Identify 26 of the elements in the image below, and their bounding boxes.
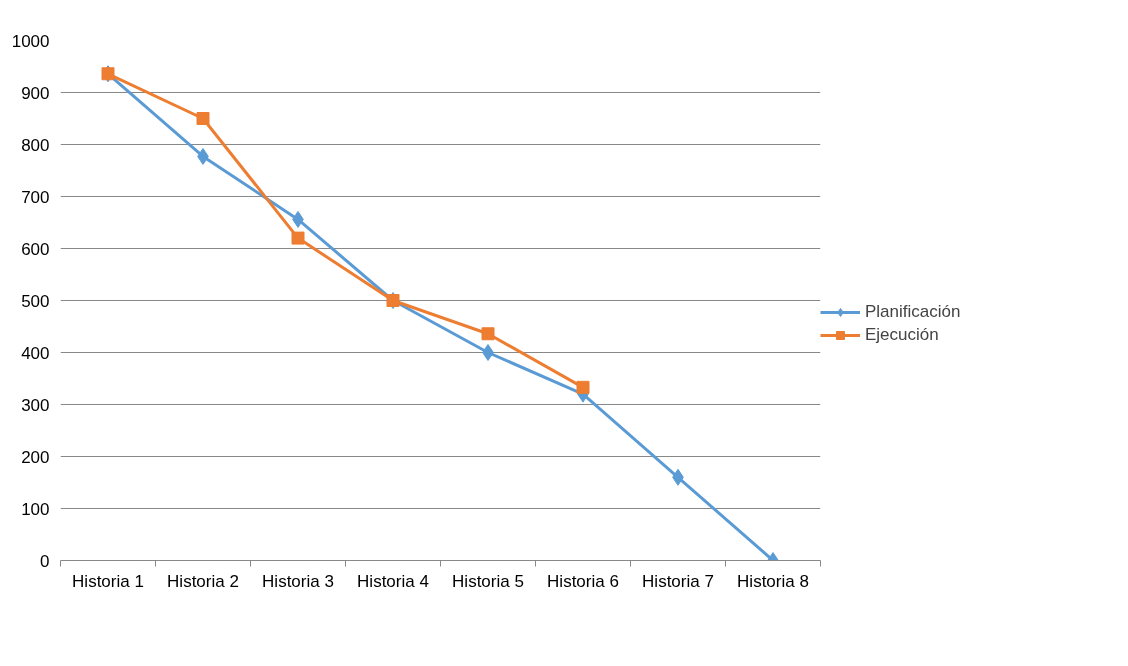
point: [576, 380, 590, 394]
y-tick-label: 1000: [11, 31, 50, 51]
y-tick-label: 0: [40, 551, 50, 571]
legend-label: Planificación: [865, 302, 961, 322]
y-tick-label: 400: [21, 343, 50, 363]
x-tick-label: Historia 8: [737, 571, 809, 591]
x-tick-label: Historia 7: [642, 571, 714, 591]
x-tick-label: Historia 5: [452, 571, 524, 591]
point: [291, 231, 305, 245]
point: [481, 327, 495, 341]
y-tick-label: 700: [21, 187, 50, 207]
y-tick-label: 600: [21, 239, 50, 259]
x-tick-label: Historia 1: [72, 571, 144, 591]
x-tick-label: Historia 3: [262, 571, 334, 591]
y-tick-label: 800: [21, 135, 50, 155]
y-tick-label: 500: [21, 291, 50, 311]
x-tick-label: Historia 2: [167, 571, 239, 591]
x-tick-label: Historia 4: [357, 571, 429, 591]
y-tick-label: 900: [21, 83, 50, 103]
point: [196, 112, 210, 125]
y-tick-label: 100: [21, 499, 50, 519]
y-tick-label: 300: [21, 395, 50, 415]
legend-label: Ejecución: [865, 325, 939, 345]
point: [482, 344, 494, 361]
y-tick-label: 200: [21, 447, 50, 467]
x-tick-label: Historia 6: [547, 571, 619, 591]
